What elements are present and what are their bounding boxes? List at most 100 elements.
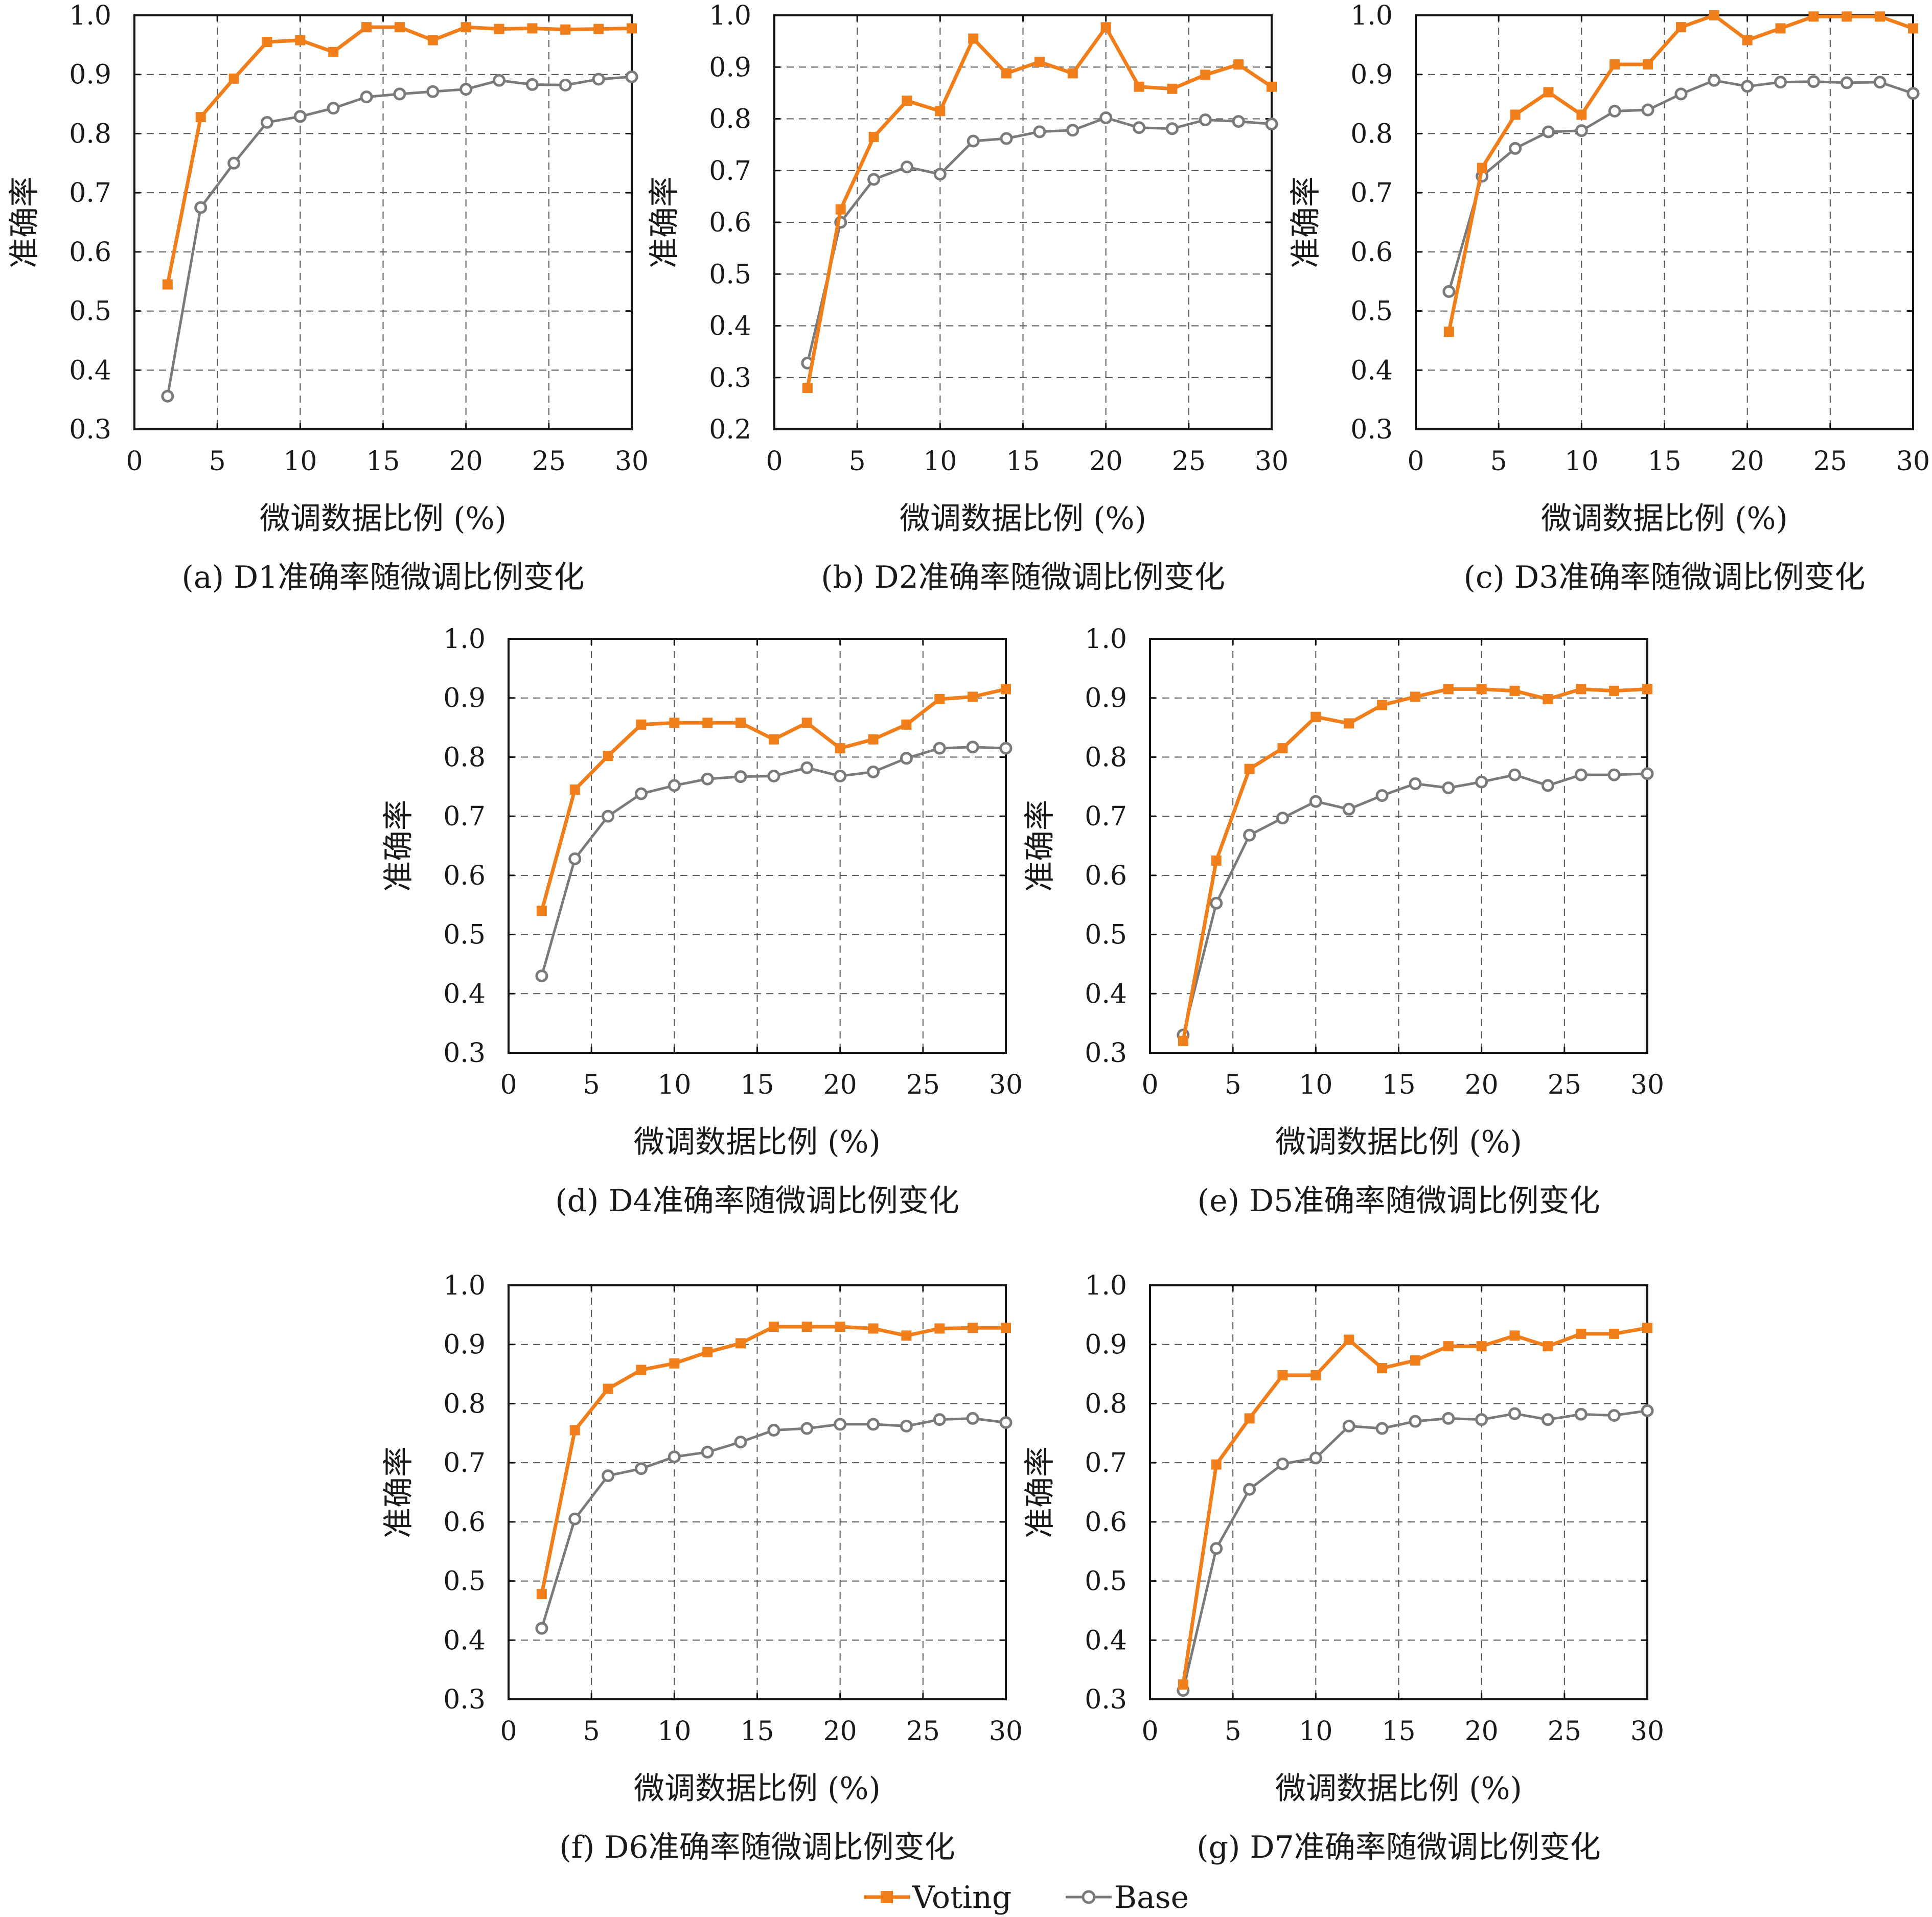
x-tick-label: 25 <box>532 446 566 477</box>
x-tick-label: 15 <box>1382 1070 1415 1100</box>
data-point-base <box>1309 795 1322 808</box>
data-point-base <box>535 1622 548 1635</box>
data-point-voting <box>1675 22 1686 33</box>
data-point-base <box>767 769 780 782</box>
data-point-voting <box>1178 1035 1188 1046</box>
x-tick-label: 20 <box>1089 446 1123 477</box>
y-tick-label: 0.3 <box>709 363 751 394</box>
data-point-voting <box>162 279 173 290</box>
data-point-base <box>1243 828 1256 842</box>
data-point-voting <box>1211 855 1222 866</box>
y-tick-label: 0.4 <box>69 355 111 386</box>
data-point-voting <box>1377 700 1388 710</box>
x-tick-label: 5 <box>849 446 866 477</box>
y-tick-label: 0.9 <box>69 60 111 90</box>
x-tick-label: 30 <box>1896 446 1930 477</box>
data-point-base <box>293 110 307 123</box>
data-point-voting <box>1344 1334 1354 1345</box>
x-tick-label: 25 <box>1548 1716 1581 1747</box>
data-point-voting <box>1576 109 1587 120</box>
data-point-base <box>393 87 406 101</box>
data-point-base <box>1133 121 1146 134</box>
y-tick-label: 0.4 <box>443 1625 486 1656</box>
data-point-voting <box>593 24 604 34</box>
x-tick-label: 5 <box>583 1716 600 1747</box>
data-point-base <box>592 73 605 86</box>
data-point-voting <box>361 22 372 33</box>
data-point-voting <box>901 719 912 730</box>
y-tick-label: 0.9 <box>1085 683 1127 714</box>
data-point-base <box>1708 74 1721 87</box>
data-point-base <box>559 79 572 92</box>
data-point-base <box>668 1450 681 1464</box>
data-point-voting <box>934 1323 945 1334</box>
data-point-base <box>1608 104 1621 118</box>
data-point-base <box>1409 777 1422 790</box>
y-tick-label: 0.3 <box>1085 1038 1127 1069</box>
x-tick-label: 0 <box>500 1070 517 1100</box>
y-tick-label: 1.0 <box>709 1 751 31</box>
data-point-base <box>1674 87 1688 101</box>
data-point-base <box>1409 1415 1422 1428</box>
x-tick-label: 5 <box>583 1070 600 1100</box>
data-point-base <box>999 742 1013 755</box>
y-tick-label: 0.6 <box>1085 861 1127 891</box>
data-point-voting <box>1642 684 1652 695</box>
data-point-base <box>1265 118 1278 131</box>
x-tick-label: 0 <box>1407 446 1424 477</box>
y-axis-label: 准确率 <box>1022 1446 1058 1538</box>
data-point-base <box>1541 779 1554 792</box>
data-point-voting <box>1509 1330 1520 1341</box>
x-tick-label: 20 <box>823 1070 857 1100</box>
data-point-voting <box>901 1330 912 1341</box>
data-point-voting <box>934 694 945 705</box>
data-point-voting <box>735 718 746 728</box>
x-tick-label: 5 <box>1225 1716 1241 1747</box>
data-point-voting <box>494 24 504 34</box>
x-tick-label: 15 <box>740 1070 774 1100</box>
data-point-voting <box>835 743 845 754</box>
data-point-base <box>734 1436 747 1449</box>
y-tick-label: 0.2 <box>709 414 751 445</box>
x-tick-label: 10 <box>1565 446 1598 477</box>
data-point-voting <box>868 131 879 142</box>
data-point-base <box>1276 812 1289 825</box>
data-point-voting <box>968 691 978 702</box>
x-tick-label: 30 <box>615 446 649 477</box>
data-point-voting <box>1167 83 1178 94</box>
data-point-voting <box>1576 684 1586 695</box>
data-point-base <box>767 1424 780 1437</box>
data-point-voting <box>536 1589 547 1600</box>
legend-base-marker <box>1082 1890 1096 1904</box>
y-tick-label: 0.4 <box>1085 979 1127 1009</box>
data-point-base <box>1741 80 1754 93</box>
x-tick-label: 0 <box>766 446 783 477</box>
data-point-base <box>1309 1451 1322 1465</box>
data-point-base <box>625 70 638 83</box>
x-tick-label: 0 <box>1141 1716 1158 1747</box>
x-axis-label: 微调数据比例 (%) <box>1275 1771 1522 1807</box>
x-tick-label: 0 <box>500 1716 517 1747</box>
data-point-base <box>1475 1413 1488 1426</box>
data-point-base <box>900 1419 913 1433</box>
data-point-base <box>1442 285 1456 298</box>
data-point-voting <box>1576 1328 1586 1339</box>
y-tick-label: 0.5 <box>443 1566 486 1597</box>
data-point-voting <box>835 204 846 215</box>
chart-caption: (d) D4准确率随微调比例变化 <box>555 1183 959 1219</box>
data-point-voting <box>627 23 637 34</box>
data-point-base <box>701 772 714 786</box>
data-point-base <box>1442 1412 1455 1425</box>
data-point-base <box>634 1462 648 1475</box>
y-tick-label: 0.7 <box>443 1448 486 1479</box>
x-tick-label: 25 <box>1813 446 1847 477</box>
data-point-base <box>1342 1419 1355 1433</box>
data-point-voting <box>427 35 438 45</box>
data-point-voting <box>1775 23 1786 34</box>
x-tick-label: 30 <box>989 1070 1023 1100</box>
data-point-voting <box>1609 1328 1620 1339</box>
chart-panel: 0 5 10 15 20 25 30 0.3 0.4 0.5 0.6 0.7 0.8 0.9 1.0 微调数据… <box>1022 1271 1664 1865</box>
data-point-base <box>194 201 208 214</box>
y-tick-label: 0.8 <box>69 119 111 149</box>
data-point-base <box>800 761 814 774</box>
